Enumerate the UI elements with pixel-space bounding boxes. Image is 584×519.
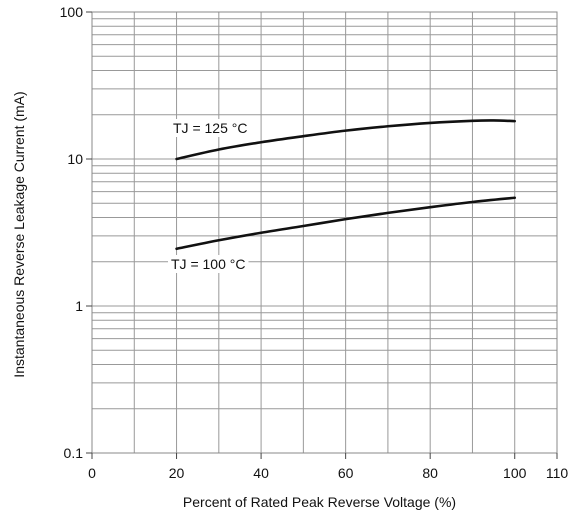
series-label-100c: TJ = 100 °C	[171, 256, 245, 272]
x-tick-label: 60	[338, 465, 354, 481]
y-tick-label: 100	[60, 4, 84, 20]
series-label-background	[170, 119, 251, 137]
grid	[92, 12, 557, 453]
x-tick-label: 0	[88, 465, 96, 481]
y-tick-label: 10	[67, 151, 83, 167]
series-label-background	[168, 255, 249, 273]
series-line-1	[175, 196, 517, 251]
y-tick-label: 1	[75, 298, 83, 314]
x-tick-label: 100	[503, 465, 527, 481]
x-axis-title: Percent of Rated Peak Reverse Voltage (%…	[183, 494, 456, 510]
series-layer	[175, 119, 517, 251]
y-axis-title: Instantaneous Reverse Leakage Current (m…	[11, 91, 27, 377]
plot-frame	[91, 11, 558, 454]
series-label-125c: TJ = 125 °C	[173, 120, 247, 136]
x-tick-label: 20	[169, 465, 185, 481]
series-line-0	[175, 119, 517, 161]
x-tick-label: 40	[253, 465, 269, 481]
y-tick-label: 0.1	[64, 445, 84, 461]
x-tick-label: 110	[546, 465, 569, 481]
x-tick-label: 80	[422, 465, 438, 481]
